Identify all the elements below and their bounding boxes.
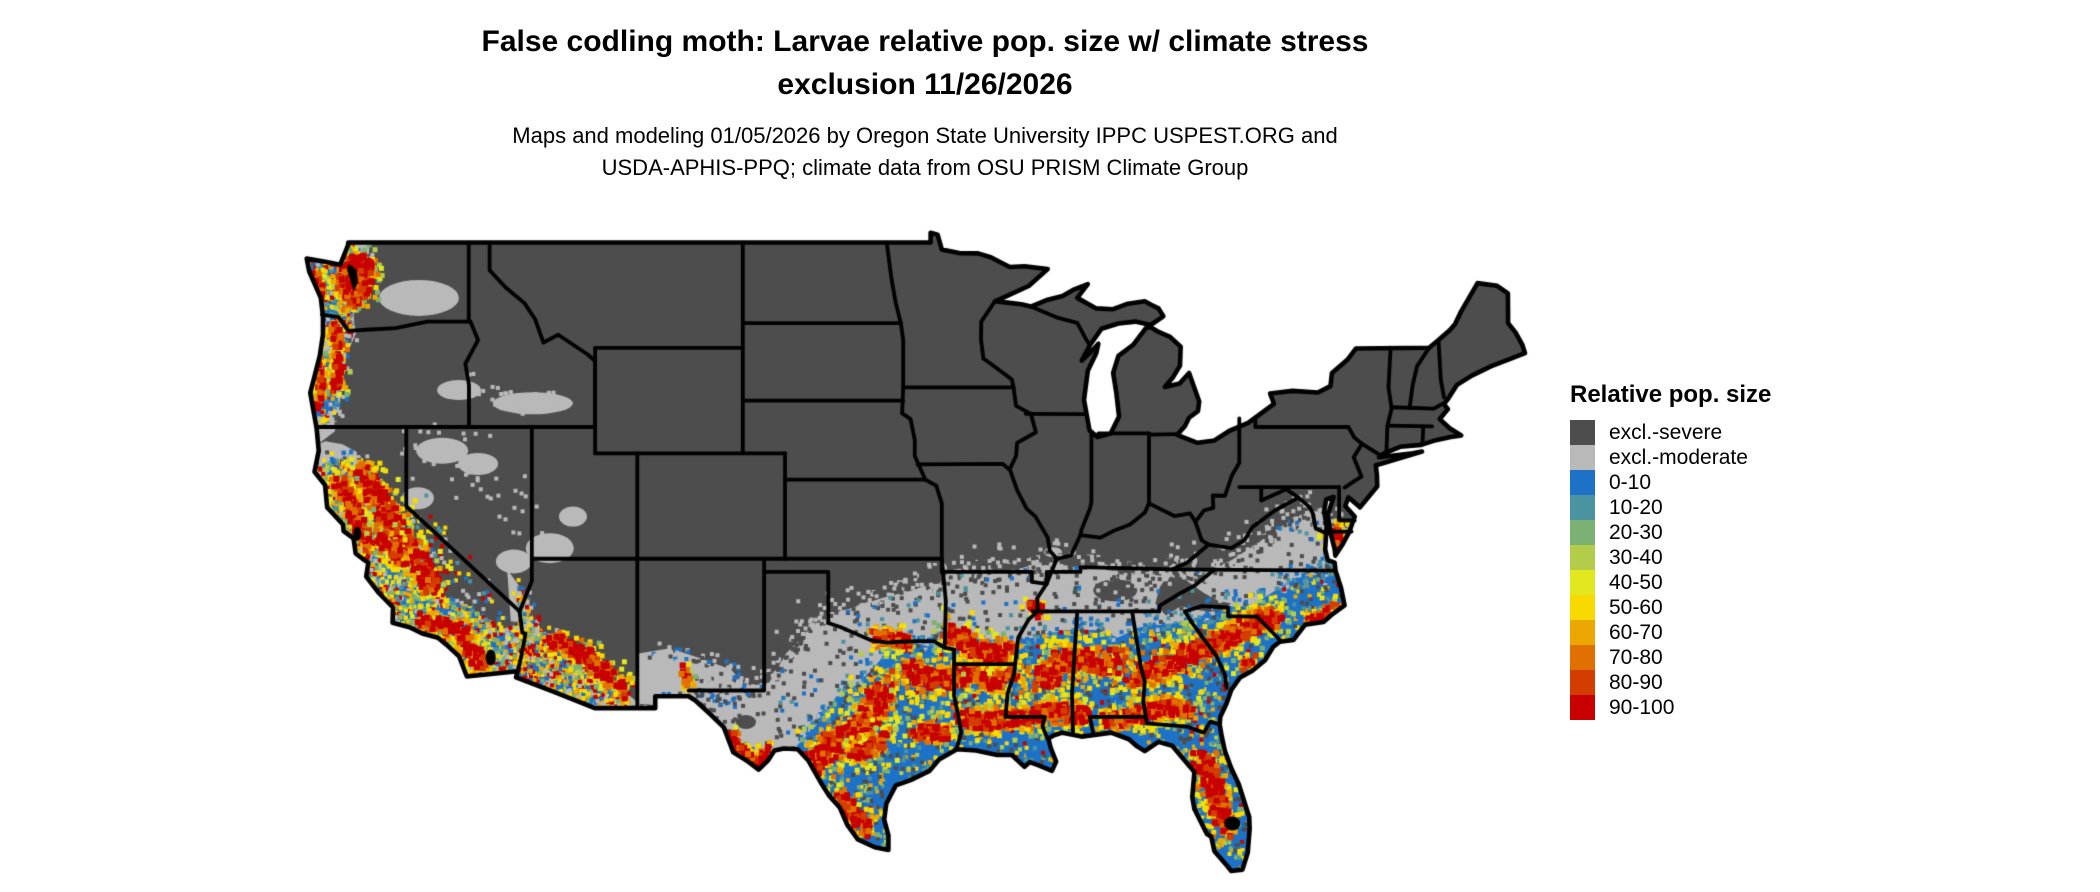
legend-item: 30-40 [1570, 545, 1771, 570]
legend-item: 50-60 [1570, 595, 1771, 620]
legend-item-label: 60-70 [1609, 620, 1663, 644]
legend-item: 60-70 [1570, 620, 1771, 645]
legend-item: 10-20 [1570, 495, 1771, 520]
legend-items: excl.-severe excl.-moderate 0-10 10-20 20-30… [1570, 420, 1771, 720]
legend-swatch [1570, 545, 1595, 570]
legend: Relative pop. size excl.-severe excl.-mod… [1570, 381, 1771, 720]
legend-swatch [1570, 420, 1595, 445]
legend-item-label: 30-40 [1609, 545, 1663, 569]
map-subtitle-line2: USDA-APHIS-PPQ; climate data from OSU PR… [601, 155, 1249, 180]
legend-item-label: 40-50 [1609, 570, 1663, 594]
map-header: False codling moth: Larvae relative pop.… [230, 20, 1620, 184]
legend-swatch [1570, 695, 1595, 720]
legend-item-label: 50-60 [1609, 595, 1663, 619]
legend-item: 90-100 [1570, 695, 1771, 720]
legend-item-label: excl.-severe [1609, 420, 1723, 444]
legend-item: 70-80 [1570, 645, 1771, 670]
legend-item: 0-10 [1570, 470, 1771, 495]
legend-swatch [1570, 570, 1595, 595]
legend-item-label: 20-30 [1609, 520, 1663, 544]
legend-item: 80-90 [1570, 670, 1771, 695]
legend-item-label: 90-100 [1609, 695, 1675, 719]
map-title-line2: exclusion 11/26/2026 [777, 68, 1073, 101]
legend-item: 20-30 [1570, 520, 1771, 545]
legend-item: 40-50 [1570, 570, 1771, 595]
legend-item: excl.-severe [1570, 420, 1771, 445]
legend-swatch [1570, 620, 1595, 645]
legend-swatch [1570, 495, 1595, 520]
legend-item-label: 70-80 [1609, 645, 1663, 669]
legend-item-label: 0-10 [1609, 470, 1652, 494]
legend-item-label: 10-20 [1609, 495, 1663, 519]
legend-item-label: excl.-moderate [1609, 445, 1748, 469]
legend-item-label: 80-90 [1609, 670, 1663, 694]
map-subtitle-line1: Maps and modeling 01/05/2026 by Oregon S… [512, 123, 1338, 148]
map-title: False codling moth: Larvae relative pop.… [481, 25, 1369, 58]
legend-swatch [1570, 520, 1595, 545]
map-subtitle: Maps and modeling 01/05/2026 by Oregon S… [230, 120, 1620, 184]
legend-swatch [1570, 445, 1595, 470]
legend-swatch [1570, 595, 1595, 620]
legend-swatch [1570, 645, 1595, 670]
legend-title: Relative pop. size [1570, 381, 1772, 408]
legend-swatch [1570, 670, 1595, 695]
legend-item: excl.-moderate [1570, 445, 1771, 470]
legend-swatch [1570, 470, 1595, 495]
